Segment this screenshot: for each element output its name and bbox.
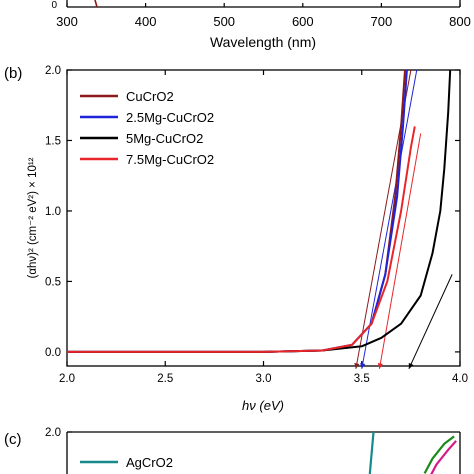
b-series-line-1 (67, 69, 408, 353)
panel-c-legend: AgCrO2 (80, 455, 173, 470)
c-legend-label-0: AgCrO2 (126, 455, 173, 470)
top-x-tick-label-5: 800 (449, 14, 471, 29)
b-fit-arrow-1 (360, 363, 366, 369)
b-y-tick-label-3: 1.5 (45, 135, 61, 147)
b-legend-label-0: CuCrO2 (126, 89, 174, 104)
c-y-tick-label-0: 2.0 (45, 427, 61, 439)
panel-b: (b) 0.0 0.5 1.0 1.5 2.0 2.0 2.5 3.0 3.5 4.0 CuCr… (4, 65, 468, 413)
b-y-tick-label-0: 0.0 (45, 347, 61, 359)
b-fit-arrow-3 (408, 362, 414, 369)
top-panel-x-ticks: 300 400 500 600 700 800 (56, 3, 471, 29)
b-fit-arrow-2 (377, 363, 383, 369)
b-fit-arrow-0 (354, 363, 360, 369)
top-panel-curve-fragment (94, 0, 98, 8)
b-x-tick-label-4: 4.0 (452, 373, 468, 385)
panel-b-label: (b) (4, 65, 22, 82)
top-panel-y-tick-label: 0 (51, 0, 57, 11)
b-x-tick-label-0: 2.0 (59, 373, 75, 385)
b-series-line-3 (67, 126, 416, 353)
c-series-line-0 (368, 431, 375, 474)
b-y-tick-label-4: 2.0 (45, 65, 61, 77)
b-legend-label-1: 2.5Mg-CuCrO2 (126, 110, 214, 125)
b-legend-label-3: 7.5Mg-CuCrO2 (126, 152, 214, 167)
panel-b-legend: CuCrO2 2.5Mg-CuCrO2 5Mg-CuCrO2 7.5Mg-CuCrO2 (80, 89, 214, 167)
b-fit-line-2 (378, 133, 422, 369)
top-x-tick-label-3: 600 (292, 14, 314, 29)
panel-b-y-ticks: 0.0 0.5 1.0 1.5 2.0 (45, 65, 460, 359)
b-y-tick-label-2: 1.0 (45, 206, 61, 218)
c-series-line-1 (423, 435, 455, 474)
b-y-tick-label-1: 0.5 (45, 276, 61, 288)
b-x-tick-label-1: 2.5 (157, 373, 173, 385)
top-x-tick-label-1: 400 (135, 14, 157, 29)
panel-c-label: (c) (4, 431, 22, 448)
panel-b-series (67, 69, 452, 353)
panel-b-y-axis-label: (αhν)² (cm⁻² eV²) × 10¹² (27, 157, 39, 278)
b-x-tick-label-2: 3.0 (256, 373, 272, 385)
b-x-tick-label-3: 3.5 (354, 373, 370, 385)
panel-b-x-ticks: 2.0 2.5 3.0 3.5 4.0 (59, 70, 468, 385)
top-panel: 0 300 400 500 600 700 800 Wavelength (nm) (51, 0, 471, 50)
b-series-line-0 (67, 69, 406, 353)
b-legend-label-2: 5Mg-CuCrO2 (126, 131, 203, 146)
top-x-tick-label-2: 500 (213, 14, 235, 29)
top-x-tick-label-0: 300 (56, 14, 78, 29)
panel-c-series (368, 431, 457, 474)
b-fit-line-3 (408, 274, 453, 370)
panel-b-x-axis-label: hν (eV) (242, 398, 284, 413)
top-panel-x-axis-label: Wavelength (nm) (210, 34, 316, 50)
top-x-tick-label-4: 700 (371, 14, 393, 29)
c-series-line-2 (430, 440, 457, 474)
b-fit-line-1 (361, 69, 418, 369)
panel-c: (c) 2.0 AgCrO2 (4, 427, 461, 474)
panel-c-y-ticks: 2.0 (45, 427, 72, 439)
